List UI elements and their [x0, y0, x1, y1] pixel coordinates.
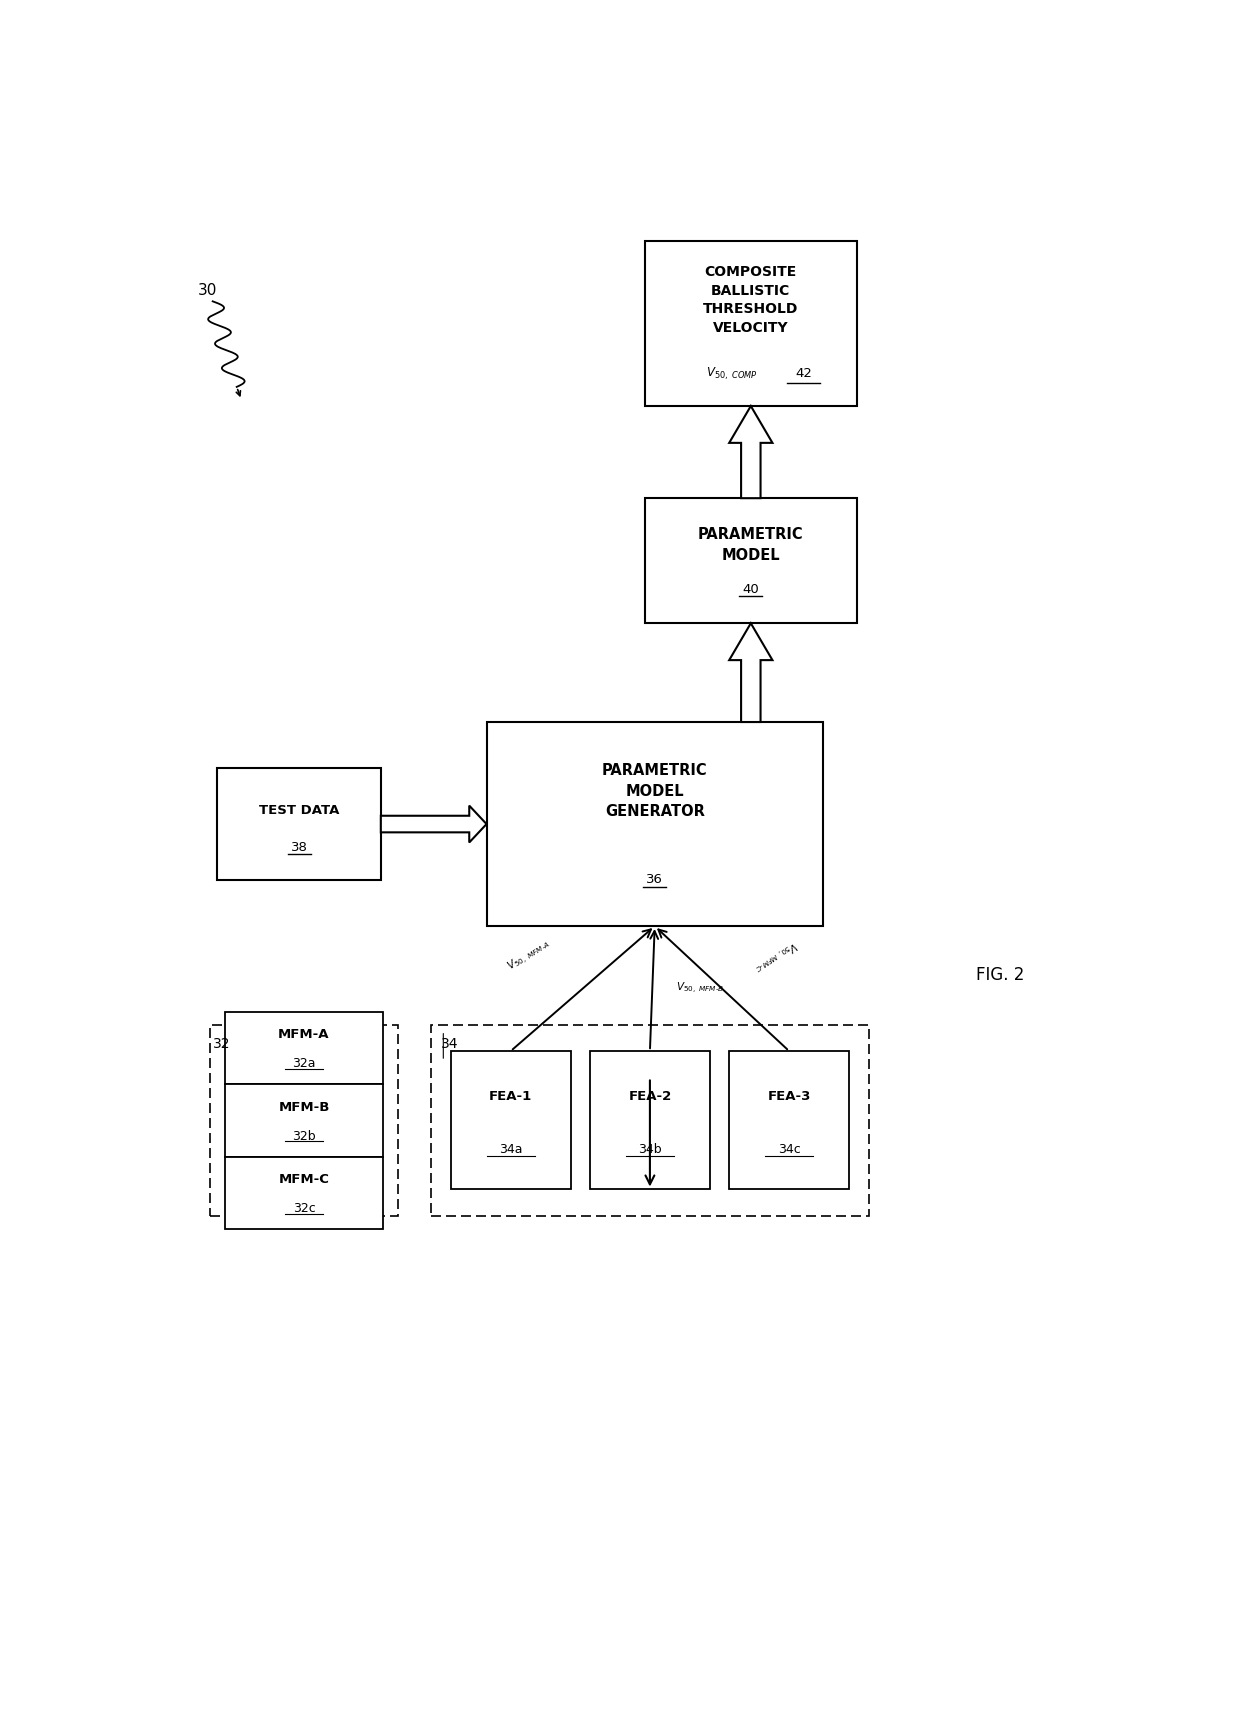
Bar — [450, 1052, 570, 1190]
Text: 32a: 32a — [293, 1057, 316, 1070]
Text: $V_{50,\ MFM\text{-}B}$: $V_{50,\ MFM\text{-}B}$ — [676, 982, 724, 997]
Text: $V_{50,\ MFM\text{-}C}$: $V_{50,\ MFM\text{-}C}$ — [750, 935, 800, 975]
Text: $V_{50,\ COMP}$: $V_{50,\ COMP}$ — [706, 366, 758, 381]
Text: TEST DATA: TEST DATA — [259, 804, 340, 817]
Text: MFM-C: MFM-C — [279, 1173, 330, 1187]
Bar — [645, 241, 857, 405]
Polygon shape — [729, 622, 773, 722]
Bar — [729, 1052, 849, 1190]
Bar — [590, 1052, 711, 1190]
Text: COMPOSITE
BALLISTIC
THRESHOLD
VELOCITY: COMPOSITE BALLISTIC THRESHOLD VELOCITY — [703, 265, 799, 335]
Text: MFM-B: MFM-B — [278, 1101, 330, 1113]
Bar — [211, 1024, 398, 1216]
Text: FEA-2: FEA-2 — [629, 1089, 672, 1103]
Text: 36: 36 — [646, 872, 663, 886]
Text: 34: 34 — [441, 1038, 459, 1052]
Bar — [224, 1012, 383, 1084]
Text: 40: 40 — [743, 583, 759, 597]
Text: 34a: 34a — [498, 1142, 522, 1156]
Bar — [645, 498, 857, 622]
Bar — [224, 1084, 383, 1156]
Text: 34b: 34b — [639, 1142, 662, 1156]
Text: FIG. 2: FIG. 2 — [976, 966, 1025, 985]
Text: $V_{50,\ MFM\text{-}A}$: $V_{50,\ MFM\text{-}A}$ — [506, 937, 554, 975]
Text: 34c: 34c — [777, 1142, 801, 1156]
Text: 32b: 32b — [293, 1130, 316, 1142]
Bar — [224, 1156, 383, 1229]
Text: PARAMETRIC
MODEL: PARAMETRIC MODEL — [698, 527, 804, 563]
Polygon shape — [729, 405, 773, 498]
Polygon shape — [381, 805, 486, 843]
Text: PARAMETRIC
MODEL
GENERATOR: PARAMETRIC MODEL GENERATOR — [601, 763, 708, 819]
Text: 32: 32 — [213, 1038, 231, 1052]
Text: 42: 42 — [795, 368, 812, 380]
Text: FEA-3: FEA-3 — [768, 1089, 811, 1103]
Text: 32c: 32c — [293, 1202, 315, 1216]
Text: FEA-1: FEA-1 — [489, 1089, 532, 1103]
Bar — [486, 722, 823, 927]
Bar — [432, 1024, 868, 1216]
Text: MFM-A: MFM-A — [278, 1028, 330, 1041]
Text: 30: 30 — [198, 284, 217, 298]
Text: 38: 38 — [290, 841, 308, 855]
Bar — [217, 768, 381, 881]
